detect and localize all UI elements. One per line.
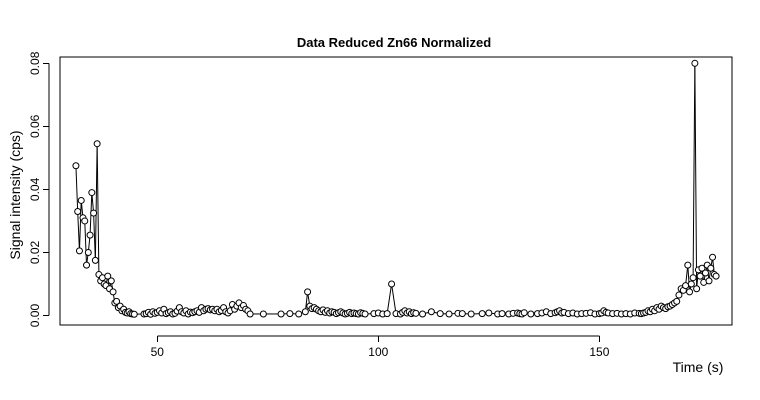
series-segment bbox=[703, 275, 706, 280]
data-point bbox=[109, 288, 117, 296]
data-point bbox=[301, 308, 309, 316]
series-segment bbox=[84, 223, 87, 263]
data-point bbox=[709, 253, 717, 261]
data-point bbox=[673, 297, 681, 305]
data-point bbox=[277, 310, 285, 318]
x-tick-label: 100 bbox=[368, 345, 388, 359]
y-tick-label: 0.04 bbox=[28, 177, 42, 201]
data-point bbox=[701, 269, 709, 277]
data-point bbox=[686, 288, 694, 296]
series bbox=[72, 59, 720, 318]
series-segment bbox=[307, 294, 310, 304]
data-point bbox=[485, 309, 493, 317]
data-point bbox=[693, 285, 701, 293]
data-point bbox=[682, 282, 690, 290]
data-point bbox=[113, 297, 121, 305]
series-segment bbox=[694, 66, 698, 286]
data-point bbox=[74, 207, 82, 215]
chart-title: Data Reduced Zn66 Normalized bbox=[297, 35, 491, 50]
data-point bbox=[705, 277, 713, 285]
y-tick-label: 0.00 bbox=[28, 304, 42, 328]
data-point bbox=[478, 310, 486, 318]
x-axis: 50 100 150 bbox=[151, 335, 610, 359]
data-point bbox=[419, 310, 427, 318]
data-point bbox=[527, 310, 535, 318]
data-point bbox=[304, 288, 312, 296]
data-point bbox=[130, 310, 138, 318]
data-point bbox=[458, 310, 466, 318]
data-point bbox=[361, 310, 369, 318]
y-axis-label: Signal intensity (cps) bbox=[7, 130, 23, 259]
plot-frame bbox=[59, 56, 733, 326]
data-point bbox=[90, 209, 98, 217]
data-point bbox=[712, 272, 720, 280]
data-point bbox=[388, 280, 396, 288]
series-segment bbox=[708, 271, 711, 278]
data-point bbox=[72, 162, 80, 170]
y-tick-label: 0.06 bbox=[28, 114, 42, 138]
data-point bbox=[286, 310, 294, 318]
data-point bbox=[445, 310, 453, 318]
y-tick-label: 0.08 bbox=[28, 51, 42, 75]
x-tick-label: 150 bbox=[589, 345, 609, 359]
data-point bbox=[259, 310, 267, 318]
series-segment bbox=[305, 294, 308, 309]
series-segment bbox=[685, 268, 688, 283]
series-segment bbox=[434, 311, 438, 314]
data-point bbox=[707, 264, 715, 272]
series-segment bbox=[91, 195, 94, 211]
series-segment bbox=[692, 66, 696, 275]
series-segment bbox=[77, 214, 80, 248]
data-point bbox=[84, 248, 92, 256]
data-point bbox=[81, 217, 89, 225]
data-point bbox=[412, 309, 420, 317]
data-point bbox=[383, 310, 391, 318]
data-point bbox=[107, 277, 115, 285]
x-tick-label: 50 bbox=[151, 345, 165, 359]
data-point bbox=[88, 189, 96, 197]
series-segment bbox=[93, 216, 96, 258]
series-segment bbox=[81, 203, 84, 215]
series-segment bbox=[88, 238, 91, 250]
data-point bbox=[83, 261, 91, 269]
data-point bbox=[696, 272, 704, 280]
x-axis-label: Time (s) bbox=[673, 359, 724, 375]
data-point bbox=[104, 272, 112, 280]
series-segment bbox=[86, 255, 89, 263]
data-point bbox=[498, 310, 506, 318]
data-point bbox=[77, 196, 85, 204]
series-segment bbox=[75, 168, 79, 209]
y-axis: 0.00 0.02 0.04 0.06 0.08 bbox=[28, 51, 50, 328]
data-point bbox=[91, 256, 99, 264]
data-point bbox=[689, 274, 697, 282]
series-segment bbox=[387, 286, 392, 311]
series-segment bbox=[425, 311, 429, 314]
data-point bbox=[93, 140, 101, 148]
data-point bbox=[687, 280, 695, 288]
data-point bbox=[246, 310, 254, 318]
data-point bbox=[427, 308, 435, 316]
series-segment bbox=[96, 146, 100, 272]
data-point bbox=[295, 310, 303, 318]
series-segment bbox=[391, 286, 397, 311]
data-point bbox=[467, 310, 475, 318]
data-point bbox=[436, 310, 444, 318]
series-layer bbox=[72, 59, 720, 318]
data-point bbox=[86, 231, 94, 239]
y-tick-label: 0.02 bbox=[28, 240, 42, 264]
series-segment bbox=[94, 146, 98, 258]
data-point bbox=[684, 261, 692, 269]
data-point bbox=[75, 247, 83, 255]
data-point bbox=[698, 264, 706, 272]
data-point bbox=[520, 309, 528, 317]
data-point bbox=[675, 291, 683, 299]
data-point bbox=[691, 59, 699, 67]
series-segment bbox=[710, 260, 713, 266]
